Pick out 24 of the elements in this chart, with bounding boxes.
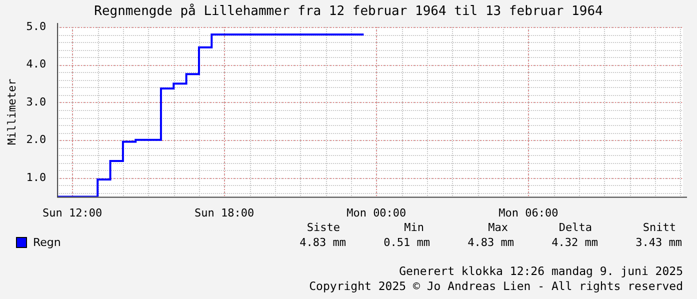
- x-tick-label: Sun 18:00: [194, 206, 254, 220]
- text: Copyright 2025 © Jo Andreas Lien - All rights reserved: [309, 279, 683, 294]
- text: 4.32 mm: [550, 236, 598, 249]
- text: Max: [487, 221, 509, 234]
- y-tick-label: 3.0: [26, 95, 46, 108]
- text: Min: [403, 221, 425, 234]
- text: Siste: [306, 221, 341, 234]
- y-tick-label: 1.0: [26, 170, 46, 184]
- x-tick-label: Mon 06:00: [498, 206, 558, 220]
- y-tick-label: 2.0: [26, 133, 46, 146]
- text: 4.83 mm: [466, 236, 514, 249]
- text: Generert klokka 12:26 mandag 9. juni 2025: [398, 264, 683, 279]
- x-tick-label: Mon 00:00: [346, 206, 406, 220]
- text: 0.51 mm: [382, 236, 430, 249]
- x-tick-label: Sun 12:00: [42, 206, 102, 220]
- text: 4.83 mm: [298, 236, 346, 249]
- text: Snitt: [642, 221, 677, 234]
- chart-title: Regnmengde på Lillehammer fra 12 februar 1964 til 13 februar 1964: [93, 4, 604, 19]
- y-tick-label: 5.0: [26, 20, 46, 33]
- y-tick-label: 4.0: [26, 58, 46, 71]
- legend-label: Regn: [33, 236, 61, 249]
- text: 3.43 mm: [634, 236, 682, 249]
- text: Delta: [558, 221, 593, 234]
- y-axis-title: Millimeter: [5, 78, 18, 146]
